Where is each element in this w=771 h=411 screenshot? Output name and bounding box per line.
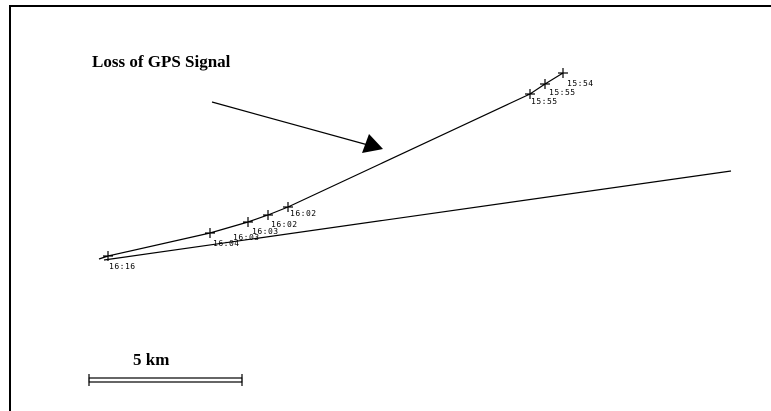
track-ticks: [103, 68, 568, 261]
arrow-head-icon: [362, 134, 383, 153]
time-label-1603a: 16:03: [252, 227, 279, 236]
annotation-arrow-shaft: [211, 101, 369, 146]
tick-1602b: [263, 210, 273, 220]
time-label-1602a: 16:02: [290, 209, 317, 218]
time-label-1616: 16:16: [109, 262, 136, 271]
map-frame: [9, 5, 771, 411]
scale-bar: 5 km: [88, 350, 243, 386]
gps-track-line: [98, 72, 564, 260]
time-label-1602b: 16:02: [271, 220, 298, 229]
time-label-1603b: 16:03: [233, 233, 260, 242]
tick-1555b: [525, 89, 535, 99]
loss-of-gps-label: Loss of GPS Signal: [92, 52, 231, 71]
scale-bar-label: 5 km: [133, 350, 169, 369]
time-label-1554: 15:54: [567, 79, 594, 88]
time-label-1604: 16:04: [213, 239, 240, 248]
time-label-1555b: 15:55: [531, 97, 558, 106]
tick-1555a: [540, 79, 550, 89]
time-label-1555a: 15:55: [549, 88, 576, 97]
tick-1604: [205, 228, 215, 238]
scale-bar-rect: [88, 377, 243, 383]
tick-1554: [558, 68, 568, 78]
straight-track-line: [103, 170, 732, 261]
tick-1603: [243, 217, 253, 227]
tick-1616: [103, 251, 113, 261]
tick-1602a: [283, 202, 293, 212]
